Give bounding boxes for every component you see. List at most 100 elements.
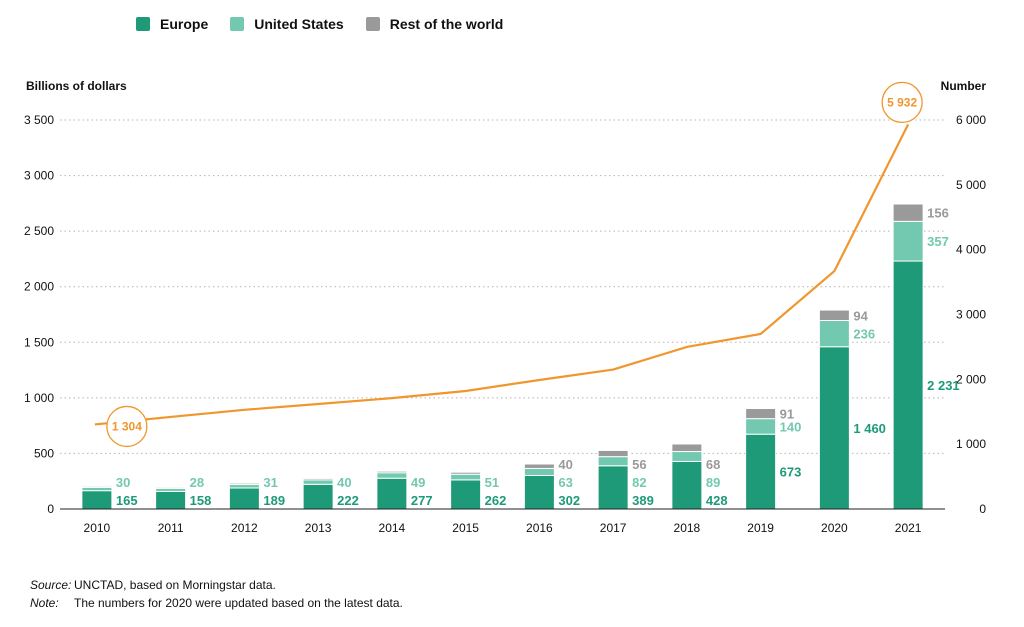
bar-europe [81, 490, 113, 510]
y-axis-right-title: Number [941, 79, 987, 93]
y-tick-right: 1 000 [956, 437, 986, 451]
bar-rest-of-the-world [818, 309, 850, 322]
legend: Europe United States Rest of the world [136, 16, 525, 32]
bar-rest-of-the-world [450, 471, 482, 475]
data-label-united-states: 51 [485, 475, 499, 490]
source-note: Source: UNCTAD, based on Morningstar dat… [30, 576, 403, 594]
data-label-united-states: 357 [927, 234, 949, 249]
bar-united-states [81, 486, 113, 492]
data-label-europe: 165 [116, 493, 138, 508]
bar-rest-of-the-world [81, 485, 113, 488]
data-label-united-states: 40 [337, 475, 351, 490]
source-text: UNCTAD, based on Morningstar data. [74, 578, 276, 592]
data-label-united-states: 140 [780, 419, 802, 434]
x-tick-label: 2011 [158, 521, 184, 535]
legend-swatch [365, 17, 380, 31]
bar-united-states [745, 418, 777, 435]
note: Note: The numbers for 2020 were updated … [30, 594, 403, 612]
data-label-rest-of-world: 94 [853, 308, 868, 323]
legend-label: Rest of the world [389, 16, 504, 32]
bar-rest-of-the-world [302, 477, 334, 481]
bar-europe [892, 260, 924, 510]
data-label-united-states: 63 [558, 475, 572, 490]
bar-europe [523, 474, 555, 510]
y-tick-left: 1 000 [24, 391, 54, 405]
legend-swatch [230, 17, 245, 31]
bar-rest-of-the-world [745, 408, 777, 420]
data-label-united-states: 28 [190, 475, 204, 490]
bar-rest-of-the-world [376, 470, 408, 474]
y-tick-right: 3 000 [956, 308, 986, 322]
line-data-label: 5 932 [887, 95, 917, 109]
legend-swatch [136, 17, 150, 31]
bar-rest-of-the-world [228, 482, 260, 486]
bar-united-states [818, 320, 850, 348]
y-tick-left: 2 500 [24, 224, 54, 238]
x-tick-label: 2014 [379, 521, 406, 535]
bar-united-states [523, 467, 555, 476]
y-tick-left: 500 [34, 446, 54, 460]
bar-europe [376, 477, 408, 510]
legend-label: Europe [160, 16, 209, 32]
y-tick-right: 6 000 [956, 113, 986, 127]
data-label-europe: 1 460 [853, 421, 886, 436]
line-label-circle [106, 405, 148, 448]
data-label-europe: 673 [780, 465, 802, 480]
y-tick-left: 3 500 [24, 113, 54, 127]
data-label-europe: 158 [190, 493, 212, 508]
bar-rest-of-the-world [155, 486, 187, 489]
bar-united-states [450, 473, 482, 481]
data-label-europe: 222 [337, 493, 359, 508]
bar-europe [745, 433, 777, 510]
bar-rest-of-the-world [523, 463, 555, 469]
bar-united-states [597, 456, 629, 467]
note-label: Note: [30, 596, 59, 610]
bar-rest-of-the-world [597, 449, 629, 458]
x-tick-label: 2015 [452, 521, 479, 535]
bar-europe [228, 487, 260, 510]
y-tick-right: 2 000 [956, 372, 986, 386]
data-label-united-states: 89 [706, 475, 720, 490]
bar-europe [671, 460, 703, 510]
chart: Billions of dollars Number 0 500 1 000 1 500 2… [24, 79, 987, 535]
bar-europe [597, 465, 629, 510]
data-label-united-states: 30 [116, 475, 130, 490]
x-tick-label: 2020 [821, 521, 848, 535]
source-label: Source: [30, 578, 72, 592]
data-label-europe: 277 [411, 493, 433, 508]
data-label-rest-of-world: 68 [706, 457, 720, 472]
x-tick-label: 2021 [895, 521, 922, 535]
bar-europe [818, 346, 850, 510]
legend-item: United States [230, 16, 344, 32]
bar-europe [155, 490, 187, 510]
data-label-united-states: 82 [632, 475, 646, 490]
bar-europe [450, 479, 482, 510]
data-label-europe: 262 [485, 493, 507, 508]
legend-item: Rest of the world [365, 16, 504, 32]
bar-united-states [376, 472, 408, 479]
bar-europe [302, 483, 334, 510]
x-tick-label: 2010 [84, 521, 111, 535]
data-label-rest-of-world: 91 [780, 407, 794, 422]
line-label-circle [881, 81, 923, 124]
legend-item: Europe [136, 16, 208, 32]
bar-united-states [228, 484, 260, 489]
data-label-europe: 2 231 [927, 378, 960, 393]
x-tick-label: 2016 [526, 521, 553, 535]
y-tick-left: 1 500 [24, 335, 54, 349]
y-tick-left: 2 000 [24, 280, 54, 294]
footnotes: Source: UNCTAD, based on Morningstar dat… [30, 576, 403, 612]
bar-united-states [302, 479, 334, 485]
y-tick-right: 4 000 [956, 243, 986, 257]
x-tick-label: 2013 [305, 521, 332, 535]
y-tick-right: 0 [979, 502, 986, 516]
x-tick-label: 2012 [231, 521, 258, 535]
data-label-rest-of-world: 156 [927, 206, 949, 221]
y-tick-left: 0 [47, 502, 54, 516]
line-data-label: 1 304 [112, 419, 142, 433]
data-label-rest-of-world: 40 [558, 457, 572, 472]
data-label-europe: 189 [263, 493, 285, 508]
x-tick-label: 2018 [674, 521, 701, 535]
data-label-united-states: 31 [263, 475, 277, 490]
bar-rest-of-the-world [671, 443, 703, 453]
